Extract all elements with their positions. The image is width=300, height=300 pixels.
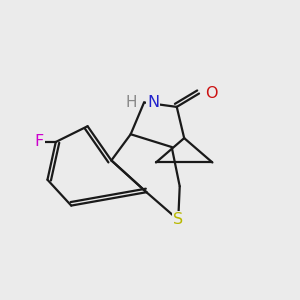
Text: F: F — [35, 134, 44, 149]
Text: O: O — [206, 86, 218, 101]
Text: N: N — [147, 95, 159, 110]
Text: H: H — [125, 95, 136, 110]
Text: S: S — [173, 212, 183, 227]
